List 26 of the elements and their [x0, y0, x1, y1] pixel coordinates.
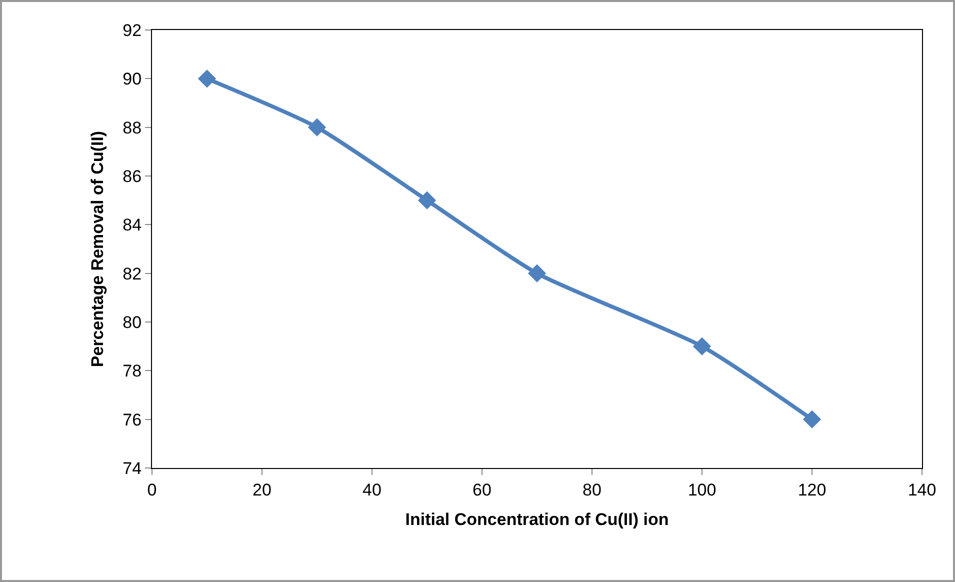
- x-tick-label: 20: [252, 480, 272, 500]
- y-tick-label: 84: [122, 216, 142, 235]
- y-tick-label: 90: [122, 70, 142, 89]
- x-axis-title: Initial Concentration of Cu(II) ion: [405, 510, 669, 529]
- point: [308, 118, 326, 136]
- x-tick-label: 100: [688, 480, 716, 500]
- y-tick-label: 92: [122, 20, 142, 40]
- point: [692, 337, 712, 356]
- point: [802, 410, 822, 428]
- y-tick-label: 80: [122, 312, 142, 332]
- y-tick-label: 86: [122, 166, 142, 186]
- point: [418, 191, 436, 210]
- x-tick-label: 40: [362, 480, 382, 500]
- x-tick-label: 80: [582, 480, 602, 500]
- x-tick-label: 60: [472, 480, 492, 500]
- y-tick-label: 88: [122, 118, 142, 138]
- y-tick-label: 82: [122, 264, 142, 284]
- point: [528, 264, 546, 282]
- y-tick-label: 74: [122, 458, 142, 478]
- y-tick-label: 76: [122, 410, 142, 430]
- y-axis-title: Percentage Removal of Cu(II): [88, 130, 108, 368]
- x-tick-label: 140: [908, 480, 936, 500]
- x-tick-label: 0: [147, 480, 157, 500]
- point: [198, 70, 216, 88]
- x-tick-label: 120: [798, 480, 826, 500]
- y-tick-label: 78: [122, 362, 142, 381]
